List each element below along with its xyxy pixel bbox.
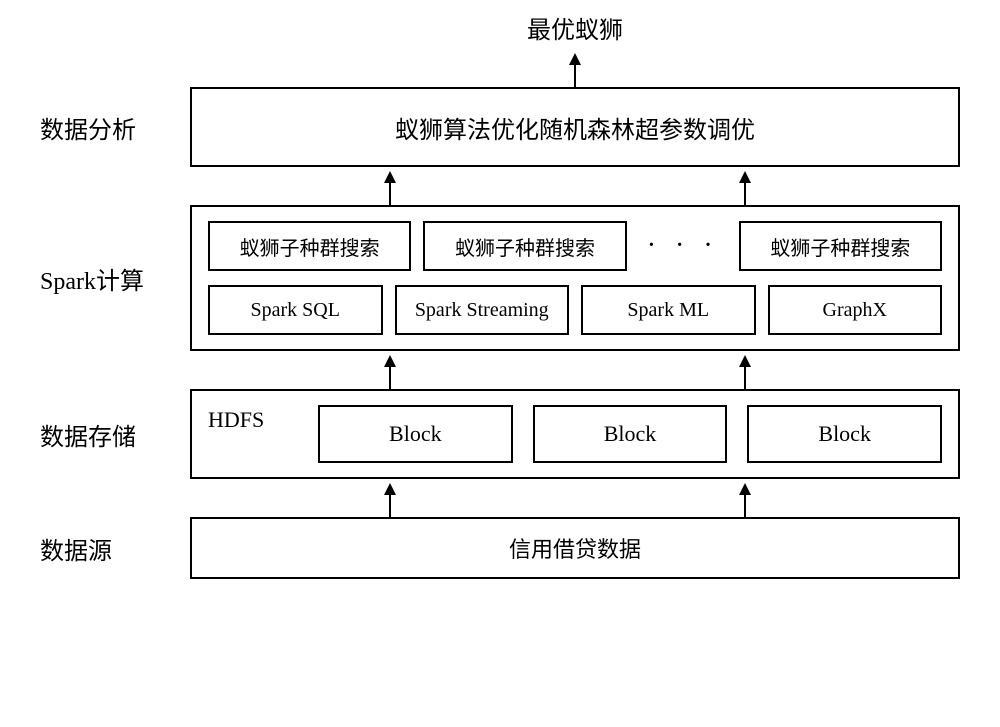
- spark-search-box: 蚁狮子种群搜索: [208, 221, 411, 271]
- spark-container: 蚁狮子种群搜索 蚁狮子种群搜索 · · · 蚁狮子种群搜索 Spark SQL …: [190, 205, 960, 351]
- source-box: 信用借贷数据: [190, 517, 960, 579]
- analysis-box: 蚁狮算法优化随机森林超参数调优: [190, 87, 960, 167]
- spark-search-box: 蚁狮子种群搜索: [739, 221, 942, 271]
- spark-search-row: 蚁狮子种群搜索 蚁狮子种群搜索 · · · 蚁狮子种群搜索: [208, 221, 942, 271]
- spark-module-box: Spark ML: [581, 285, 756, 335]
- arrow-spark-to-analysis: [190, 167, 960, 205]
- layer-label-source: 数据源: [40, 531, 190, 566]
- spark-module-box: Spark Streaming: [395, 285, 570, 335]
- output-label: 最优蚁狮: [190, 10, 960, 45]
- layer-label-analysis: 数据分析: [40, 110, 190, 145]
- spark-module-row: Spark SQL Spark Streaming Spark ML Graph…: [208, 285, 942, 335]
- arrow-storage-to-spark: [190, 351, 960, 389]
- hdfs-block: Block: [533, 405, 728, 463]
- spark-search-box: 蚁狮子种群搜索: [423, 221, 626, 271]
- arrow-analysis-to-output: [190, 49, 960, 87]
- hdfs-block: Block: [747, 405, 942, 463]
- arrow-source-to-storage: [190, 479, 960, 517]
- layer-label-storage: 数据存储: [40, 417, 190, 452]
- ellipsis: · · ·: [639, 230, 727, 262]
- storage-container: HDFS Block Block Block: [190, 389, 960, 479]
- spark-module-box: GraphX: [768, 285, 943, 335]
- layer-label-spark: Spark计算: [40, 261, 190, 296]
- hdfs-label: HDFS: [208, 405, 298, 433]
- spark-module-box: Spark SQL: [208, 285, 383, 335]
- hdfs-block: Block: [318, 405, 513, 463]
